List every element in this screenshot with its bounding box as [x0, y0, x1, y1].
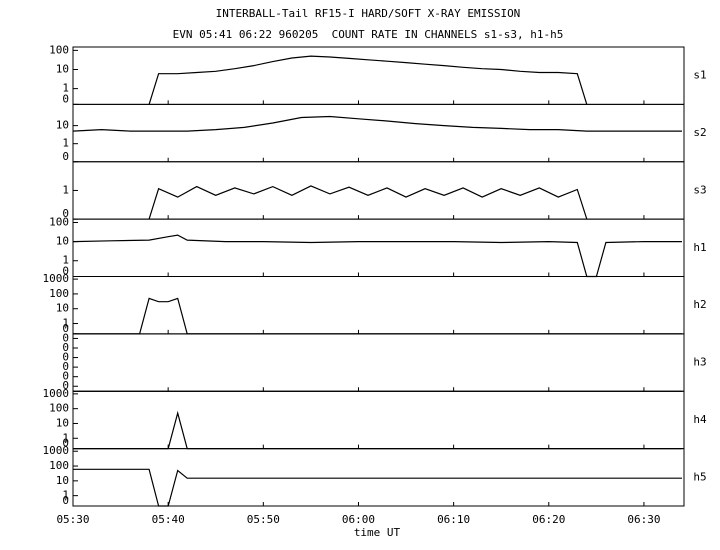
panel-label: s1 [693, 69, 706, 82]
y-tick-label: 1000 [43, 444, 70, 457]
y-tick-label: 0 [62, 351, 69, 364]
y-tick-label: 0 [62, 437, 69, 450]
x-tick-label: 06:10 [437, 513, 470, 526]
x-tick-label: 05:50 [247, 513, 280, 526]
y-tick-label: 10 [56, 62, 69, 75]
y-tick-label: 100 [49, 215, 69, 228]
panel-label: h2 [693, 298, 706, 311]
y-tick-label: 10 [56, 416, 69, 429]
series-line [148, 55, 588, 105]
y-tick-label: 1 [62, 489, 69, 502]
panel-frame [72, 448, 685, 507]
y-tick-label: 1 [62, 183, 69, 196]
y-tick-label: 0 [62, 360, 69, 373]
y-tick-label: 0 [62, 341, 69, 354]
y-tick-label: 1000 [43, 272, 70, 285]
series-line [148, 185, 588, 220]
panel-label: h1 [693, 241, 706, 254]
y-tick-label: 1000 [43, 387, 70, 400]
x-tick-label: 06:00 [342, 513, 375, 526]
y-tick-label: 100 [49, 402, 69, 415]
x-tick-label: 06:20 [532, 513, 565, 526]
chart-subtitle: EVN 05:41 06:22 960205 COUNT RATE IN CHA… [173, 28, 564, 41]
y-tick-label: 10 [56, 119, 69, 132]
y-tick-label: 0 [62, 207, 69, 220]
series-line [73, 297, 682, 335]
y-tick-label: 1 [62, 82, 69, 95]
y-tick-label: 0 [62, 379, 69, 392]
chart-title: INTERBALL-Tail RF15-I HARD/SOFT X-RAY EM… [216, 7, 521, 20]
y-tick-label: 0 [62, 92, 69, 105]
y-tick-label: 10 [56, 235, 69, 248]
y-tick-label: 0 [62, 322, 69, 335]
y-tick-label: 1 [62, 137, 69, 150]
y-tick-label: 100 [49, 287, 69, 300]
series-line [72, 115, 682, 132]
y-tick-label: 10 [56, 302, 69, 315]
y-tick-label: 0 [62, 331, 69, 344]
y-tick-label: 1 [62, 317, 69, 330]
x-axis-label: time UT [354, 526, 401, 539]
y-tick-label: 0 [62, 494, 69, 507]
y-tick-label: 0 [62, 370, 69, 383]
y-tick-label: 1 [62, 431, 69, 444]
y-tick-label: 10 [56, 474, 69, 487]
panel-label: h4 [693, 413, 707, 426]
panel-label: h3 [693, 356, 706, 369]
y-tick-label: 1 [62, 254, 69, 267]
y-tick-label: 100 [49, 459, 69, 472]
y-tick-label: 0 [62, 150, 69, 163]
y-tick-label: 0 [62, 265, 69, 278]
x-tick-label: 06:30 [627, 513, 660, 526]
y-tick-label: 100 [49, 43, 69, 56]
panel-label: s3 [693, 183, 706, 196]
panel-label: h5 [693, 470, 706, 483]
x-tick-label: 05:30 [56, 513, 89, 526]
panel-label: s2 [693, 126, 706, 139]
x-tick-label: 05:40 [152, 513, 185, 526]
